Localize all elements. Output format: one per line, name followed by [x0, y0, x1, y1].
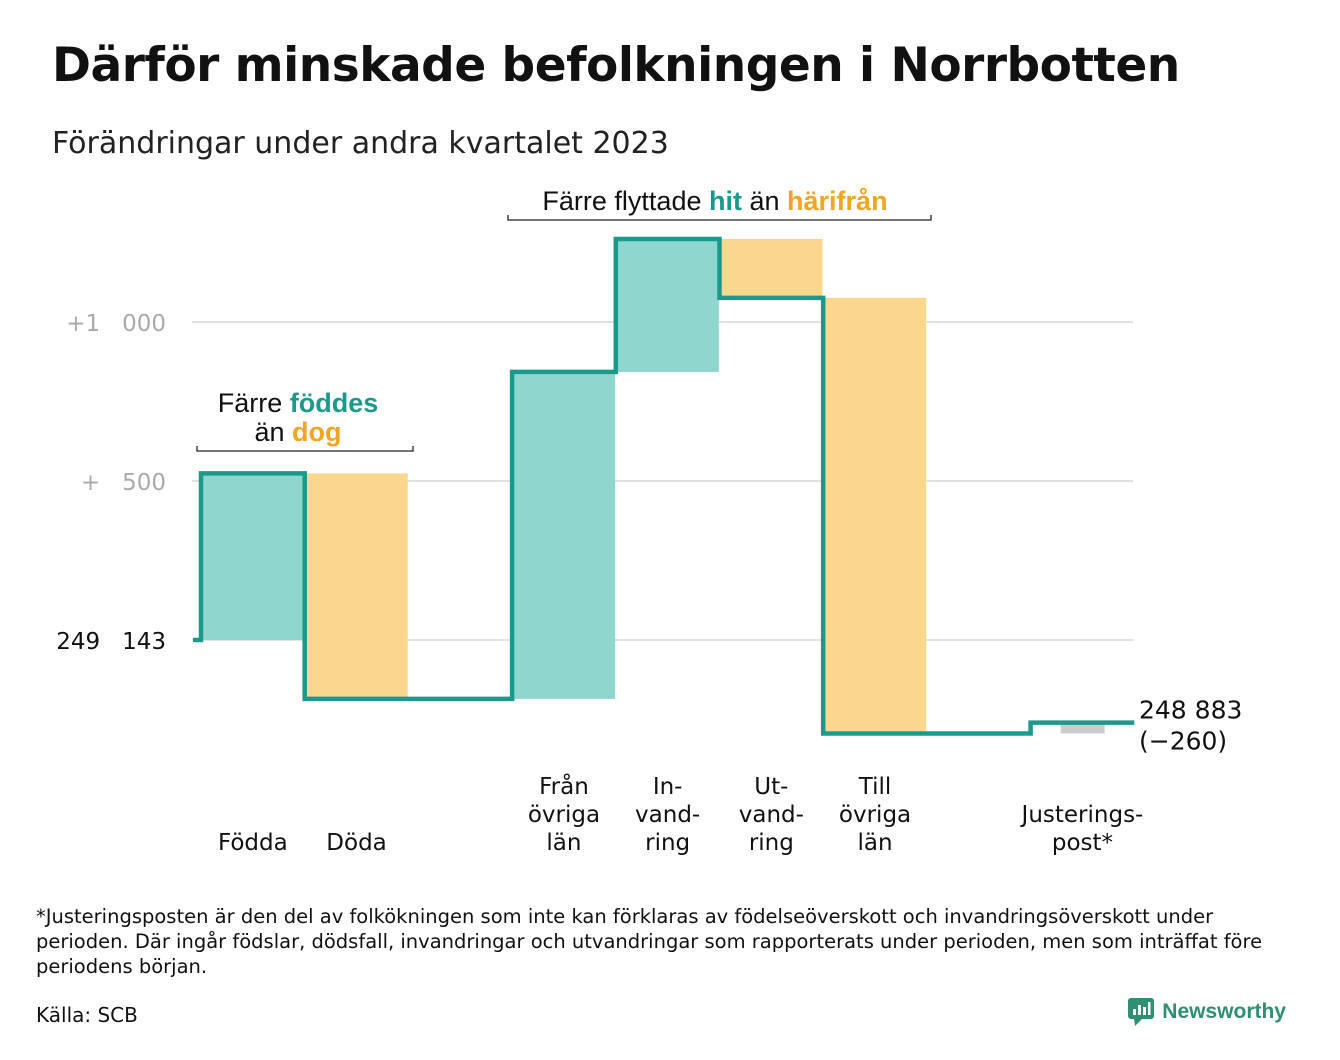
category-label-fodda: Födda	[218, 830, 288, 856]
annotation-births-deaths: Färre föddes än dog	[196, 388, 414, 452]
annotation-migration-text: Färre flyttade	[542, 186, 709, 216]
category-label-till-ovriga-lan: län	[858, 830, 893, 856]
category-label-doda: Döda	[326, 830, 386, 856]
category-label-invandring: vand-	[635, 802, 700, 828]
svg-text:Färre flyttade hit än härifrån: Färre flyttade hit än härifrån	[542, 186, 887, 216]
bars	[201, 239, 1105, 734]
brand-logo: Newsworthy	[1128, 998, 1286, 1026]
step-line-group	[193, 236, 1135, 736]
annotation-births-bracket	[196, 446, 414, 452]
brand-name: Newsworthy	[1162, 1000, 1286, 1023]
category-label-fran-ovriga-lan: län	[546, 830, 581, 856]
category-label-justeringspost: Justerings-	[1020, 802, 1144, 828]
bar-till-ovriga-lan	[823, 297, 927, 734]
chart-subtitle: Förändringar under andra kvartalet 2023	[52, 126, 669, 161]
newsworthy-logo-icon	[1128, 998, 1155, 1026]
annotation-migration-highlight-hit: hit	[709, 186, 742, 216]
chart-title: Därför minskade befolkningen i Norrbotte…	[52, 38, 1180, 93]
annotation-migration-highlight-harifran: härifrån	[787, 186, 888, 216]
category-label-justeringspost: post*	[1052, 830, 1113, 856]
y-tick-labels: 249 143 + 500 +1 000	[56, 311, 166, 655]
end-value-label: 248 883	[1139, 696, 1242, 725]
annotation-births-text: Färre	[218, 388, 290, 418]
category-label-utvandring: ring	[749, 830, 794, 856]
svg-text:än dog: än dog	[254, 417, 341, 447]
waterfall-chart: 249 143+ 500+1 000 Födda DödaFrånövrigalä…	[56, 186, 1242, 856]
source-label: Källa: SCB	[36, 1003, 138, 1027]
bar-doda	[304, 473, 408, 699]
footnote: *Justeringsposten är den del av folkökni…	[36, 905, 1263, 978]
y-tick-label: +1 000	[66, 311, 166, 337]
start-value-label: 249 143	[56, 629, 166, 655]
y-tick-label: + 500	[81, 470, 166, 496]
category-label-utvandring: Ut-	[754, 774, 788, 800]
end-value-labels: 248 883(−260)	[1139, 696, 1242, 756]
bar-utvandring	[719, 239, 823, 298]
bar-fran-ovriga-lan	[512, 371, 616, 699]
svg-text:Färre föddes: Färre föddes	[218, 388, 379, 418]
annotation-deaths-highlight: dog	[292, 417, 341, 447]
category-label-till-ovriga-lan: övriga	[839, 802, 911, 828]
annotation-births-highlight: föddes	[290, 388, 379, 418]
bar-justeringspost	[1060, 722, 1105, 734]
annotation-deaths-text: än	[254, 417, 292, 447]
annotation-migration: Färre flyttade hit än härifrån	[507, 186, 932, 221]
category-label-utvandring: vand-	[739, 802, 804, 828]
category-label-invandring: In-	[653, 774, 683, 800]
category-labels: Födda DödaFrånövrigalänIn-vand-ringUt-van…	[218, 772, 1143, 856]
category-label-invandring: ring	[645, 830, 690, 856]
annotation-migration-middle: än	[742, 186, 787, 216]
annotation-migration-bracket	[507, 215, 932, 221]
category-label-fran-ovriga-lan: övriga	[528, 802, 600, 828]
category-label-fran-ovriga-lan: Från	[539, 772, 589, 800]
end-change-label: (−260)	[1139, 727, 1227, 756]
category-label-till-ovriga-lan: Till	[858, 774, 892, 800]
bar-fodda	[201, 473, 304, 640]
bar-invandring	[615, 239, 719, 372]
waterfall-step-line	[193, 236, 1135, 736]
